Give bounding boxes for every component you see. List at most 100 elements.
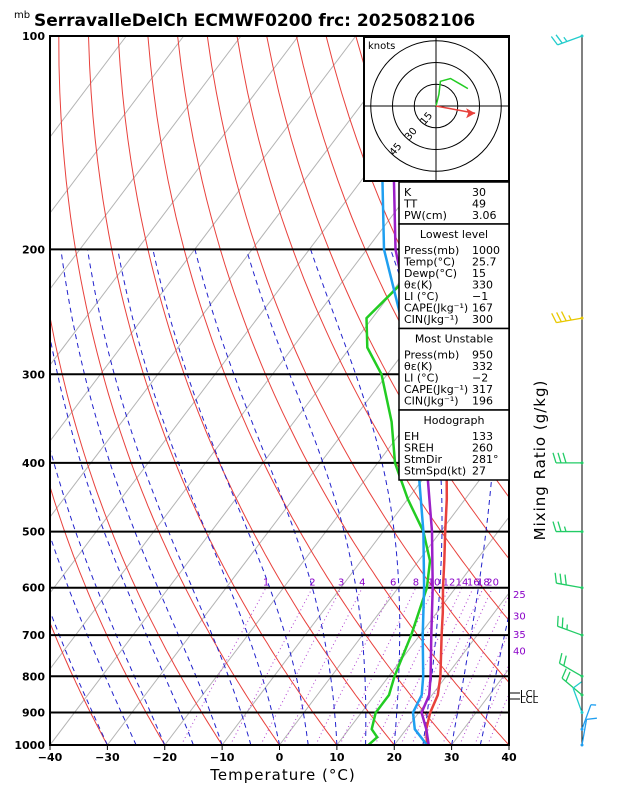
wind-barb xyxy=(554,572,584,590)
most-unstable-row-value: 317 xyxy=(472,383,493,396)
x-tick-label: −10 xyxy=(210,751,235,764)
moist-adiabat-line xyxy=(310,249,401,745)
profile-lines xyxy=(365,92,509,745)
wind-barb xyxy=(550,34,584,46)
index-row-label: PW(cm) xyxy=(404,209,447,222)
pressure-tick-label: 400 xyxy=(22,457,45,470)
pressure-tick-label: 500 xyxy=(22,526,45,539)
dry-adiabat-line xyxy=(58,36,280,745)
most-unstable-row-value: 196 xyxy=(472,395,493,408)
mixing-ratio-line xyxy=(441,593,509,745)
hodograph-trace xyxy=(435,77,469,107)
mixing-ratio-label: 3 xyxy=(338,578,344,589)
pressure-tick-label: 200 xyxy=(22,243,45,256)
wind-barb xyxy=(580,717,597,747)
index-row-label: K xyxy=(404,186,412,199)
mixing-ratio-label: 10 xyxy=(428,578,441,589)
isotherm-line xyxy=(279,440,509,745)
hodograph-indices-row-label: StmSpd(kt) xyxy=(404,465,466,478)
index-row-value: 3.06 xyxy=(472,209,497,222)
lowest-level-row-value: −1 xyxy=(472,290,488,303)
lowest-level-heading: Lowest level xyxy=(420,228,488,241)
mixing-ratio-label: 6 xyxy=(390,578,396,589)
pressure-unit-label: mb xyxy=(14,10,30,21)
most-unstable-row-label: Press(mb) xyxy=(404,349,459,362)
hodograph-unit-label: knots xyxy=(368,41,395,52)
isotherm-line xyxy=(393,592,509,745)
lowest-level-row-label: Press(mb) xyxy=(404,244,459,257)
pressure-tick-label: 800 xyxy=(22,670,45,683)
mixing-ratio-label: 20 xyxy=(486,578,499,589)
dry-adiabat-line xyxy=(564,36,618,745)
hodograph-indices-row-value: 260 xyxy=(472,442,493,455)
isotherm-line xyxy=(50,36,299,366)
index-row-label: TT xyxy=(403,198,418,211)
dry-adiabat-line xyxy=(206,36,509,684)
pressure-tick-label: 300 xyxy=(22,368,45,381)
indices-table: K 30 TT 49 PW(cm) 3.06 Lowest level Press(mb) 10… xyxy=(398,181,510,481)
mixing-ratio-line xyxy=(260,587,342,745)
moist-adiabat-line xyxy=(50,609,108,745)
moist-adiabat-line xyxy=(50,534,137,745)
wind-barb xyxy=(561,668,584,697)
x-tick-label: −20 xyxy=(152,751,177,764)
lowest-level-row-label: Temp(°C) xyxy=(403,256,455,269)
pressure-tick-labels: 100 200 300 400 500 600 700 800 900 1000 xyxy=(14,30,45,752)
wind-barb xyxy=(552,521,584,534)
pressure-tick-label: 600 xyxy=(22,582,45,595)
temperature-line xyxy=(425,238,509,745)
moist-adiabat-line xyxy=(117,249,280,745)
lowest-level-row-value: 25.7 xyxy=(472,256,497,269)
lowest-level-row-value: 1000 xyxy=(472,244,500,257)
mixing-ratio-line xyxy=(229,587,313,745)
wind-barb xyxy=(551,311,584,324)
storm-motion-arrowhead xyxy=(466,108,476,119)
mixing-ratio-label: 8 xyxy=(413,578,419,589)
mixing-ratio-label: 14 xyxy=(456,578,469,589)
most-unstable-row-label: LI (°C) xyxy=(404,372,439,385)
most-unstable-heading: Most Unstable xyxy=(415,333,494,346)
most-unstable-row-value: 950 xyxy=(472,349,493,362)
wind-barb xyxy=(572,681,584,715)
most-unstable-box xyxy=(398,327,510,411)
x-tick-label: −40 xyxy=(38,751,63,764)
dry-adiabat-line xyxy=(50,621,108,745)
isotherm-line xyxy=(50,36,185,214)
lowest-level-row-label: Dewp(°C) xyxy=(404,267,457,280)
most-unstable-row-label: θε(K) xyxy=(404,360,432,373)
isotherm-line xyxy=(336,516,509,745)
most-unstable-row-value: −2 xyxy=(472,372,488,385)
mixing-ratio-axis-label: Mixing Ratio (g/kg) xyxy=(531,380,549,541)
dry-adiabat-line xyxy=(593,36,618,745)
mixing-ratio-label: 2 xyxy=(309,578,315,589)
lowest-level-row-label: θε(K) xyxy=(404,279,432,292)
moist-adiabat-line xyxy=(479,612,509,745)
hodograph-indices-box xyxy=(398,409,510,481)
x-axis-label: Temperature (°C) xyxy=(209,766,355,784)
index-row-value: 30 xyxy=(472,186,486,199)
pressure-tick-label: 1000 xyxy=(14,739,45,752)
mixing-ratio-label: 12 xyxy=(443,578,456,589)
wind-barb xyxy=(558,652,584,678)
moist-adiabat-line xyxy=(87,249,252,745)
index-row-value: 49 xyxy=(472,198,486,211)
x-tick-label: −30 xyxy=(95,751,120,764)
moist-adiabat-line xyxy=(60,249,223,745)
mixing-ratio-label: 16 xyxy=(467,578,480,589)
wind-barb xyxy=(580,704,597,731)
dry-adiabat-line xyxy=(295,36,509,499)
pressure-tick-label: 900 xyxy=(22,707,45,720)
wind-barbs xyxy=(550,34,597,747)
x-tick-label: 20 xyxy=(387,751,403,764)
pressure-tick-label: 100 xyxy=(22,30,45,43)
lcl-label-2: LCL xyxy=(520,695,539,706)
lowest-level-row-label: LI (°C) xyxy=(404,290,439,303)
lowest-level-row-value: 167 xyxy=(472,302,493,315)
hodograph-indices-row-value: 281° xyxy=(472,453,499,466)
lowest-level-row-value: 300 xyxy=(472,313,493,326)
hodograph-indices-heading: Hodograph xyxy=(424,414,485,427)
mixing-ratio-label: 4 xyxy=(359,578,365,589)
